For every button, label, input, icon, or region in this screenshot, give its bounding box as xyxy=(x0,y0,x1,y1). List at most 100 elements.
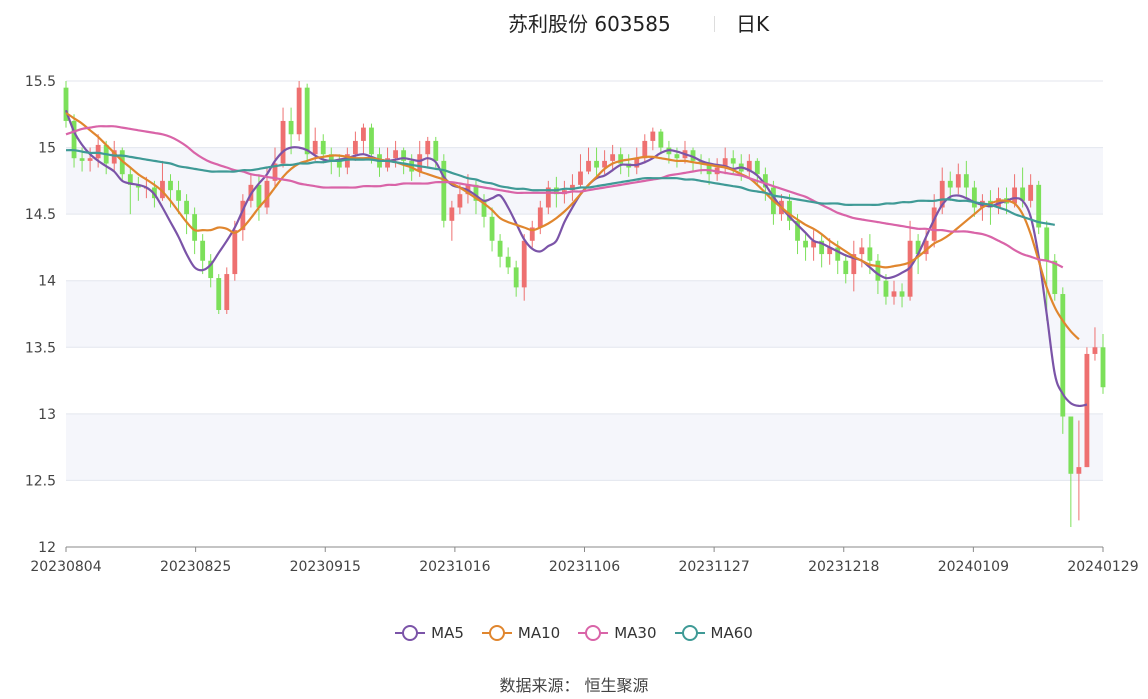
candle-body xyxy=(578,171,583,185)
candle xyxy=(441,154,447,228)
candle-body xyxy=(304,87,310,155)
candle xyxy=(489,207,495,252)
y-tick-label: 14.5 xyxy=(25,207,56,223)
candle xyxy=(176,180,181,215)
candle xyxy=(1060,287,1066,434)
candle-body xyxy=(336,160,342,168)
y-tick-label: 13.5 xyxy=(25,340,56,356)
chart-header: 苏利股份 603585 日K xyxy=(0,8,1148,40)
candle-body xyxy=(899,291,905,297)
candle-body xyxy=(288,120,294,135)
candle-body xyxy=(811,240,817,248)
candle-body xyxy=(1084,353,1090,468)
candle-body xyxy=(513,267,519,288)
x-tick-label: 20230804 xyxy=(30,559,101,575)
legend-item-ma60[interactable]: MA60 xyxy=(674,620,753,646)
candle-body xyxy=(328,154,334,161)
candle xyxy=(545,180,551,215)
candle-body xyxy=(473,184,479,201)
grid-band xyxy=(66,413,1103,481)
data-source: 数据来源： 恒生聚源 xyxy=(0,672,1148,696)
candle xyxy=(425,136,431,168)
candle-body xyxy=(1012,187,1017,204)
candle-body xyxy=(312,140,318,155)
candle-body xyxy=(537,207,543,228)
candle-body xyxy=(939,180,945,208)
x-tick-label: 20231016 xyxy=(419,559,490,575)
candle-body xyxy=(417,154,423,172)
candle-body xyxy=(272,163,278,181)
candle-body xyxy=(224,274,230,311)
grid-bands xyxy=(66,147,1103,481)
legend-item-ma30[interactable]: MA30 xyxy=(578,620,657,646)
y-axis: 12 12.5 13 13.5 14 14.5 15 15.5 xyxy=(25,74,56,556)
title-divider xyxy=(714,16,715,32)
candle xyxy=(827,238,833,265)
candle-body xyxy=(891,291,897,297)
candle xyxy=(127,167,133,215)
grid-band xyxy=(66,280,1103,348)
candle xyxy=(71,114,77,168)
candle-body xyxy=(835,247,841,261)
candle xyxy=(497,234,503,268)
candle xyxy=(135,176,141,201)
candle xyxy=(361,123,366,155)
x-tick-label: 20231106 xyxy=(549,559,620,575)
candle-body xyxy=(1020,187,1026,201)
candles xyxy=(63,81,1106,528)
candle-body xyxy=(200,240,206,261)
candle-body xyxy=(1076,467,1082,474)
candle xyxy=(160,160,165,201)
candle xyxy=(208,254,214,288)
candle-body xyxy=(240,200,246,231)
candle-body xyxy=(650,131,656,141)
candle xyxy=(690,147,696,172)
candle-body xyxy=(1068,416,1074,474)
candle xyxy=(578,154,583,188)
candle-body xyxy=(1060,294,1066,417)
x-tick-label: 20240109 xyxy=(938,559,1009,575)
legend-swatch xyxy=(578,625,609,641)
candle-body xyxy=(176,190,181,201)
candle xyxy=(1044,220,1050,321)
legend-swatch xyxy=(481,625,512,641)
candle xyxy=(224,267,230,314)
candle xyxy=(521,234,527,301)
legend-label: MA5 xyxy=(431,624,464,642)
candle-body xyxy=(280,120,286,164)
candle-body xyxy=(71,120,77,159)
candle xyxy=(819,234,825,268)
candle-body xyxy=(79,158,85,161)
candle xyxy=(1036,180,1042,235)
candle-body xyxy=(859,247,865,255)
candle xyxy=(787,194,792,231)
candle-body xyxy=(168,180,173,191)
candle xyxy=(184,194,189,235)
candle-body xyxy=(762,174,768,188)
candle-body xyxy=(1100,347,1106,388)
candle-body xyxy=(706,163,712,175)
candle xyxy=(971,180,977,217)
candle xyxy=(642,134,648,164)
x-tick-label: 20230915 xyxy=(290,559,361,575)
candle-body xyxy=(698,160,704,164)
candlestick-chart: 12 12.5 13 13.5 14 14.5 15 15.5 20230804 2023082… xyxy=(25,74,1139,575)
candle-body xyxy=(433,140,439,161)
candle xyxy=(457,184,463,215)
candle-body xyxy=(883,280,889,297)
chart-title: 苏利股份 603585 xyxy=(508,12,671,36)
candle xyxy=(1100,333,1106,394)
source-label: 数据来源： xyxy=(499,676,580,695)
candle xyxy=(899,283,905,308)
candle-body xyxy=(1092,347,1098,354)
y-tick-label: 12 xyxy=(38,540,56,556)
candle-body xyxy=(425,140,431,155)
candle-body xyxy=(369,127,374,155)
candle xyxy=(288,107,294,155)
candle-body xyxy=(658,131,664,148)
candle xyxy=(851,240,857,292)
candle xyxy=(963,160,969,199)
legend-item-ma10[interactable]: MA10 xyxy=(481,620,560,646)
legend-item-ma5[interactable]: MA5 xyxy=(395,620,464,646)
candle-body xyxy=(634,158,640,168)
